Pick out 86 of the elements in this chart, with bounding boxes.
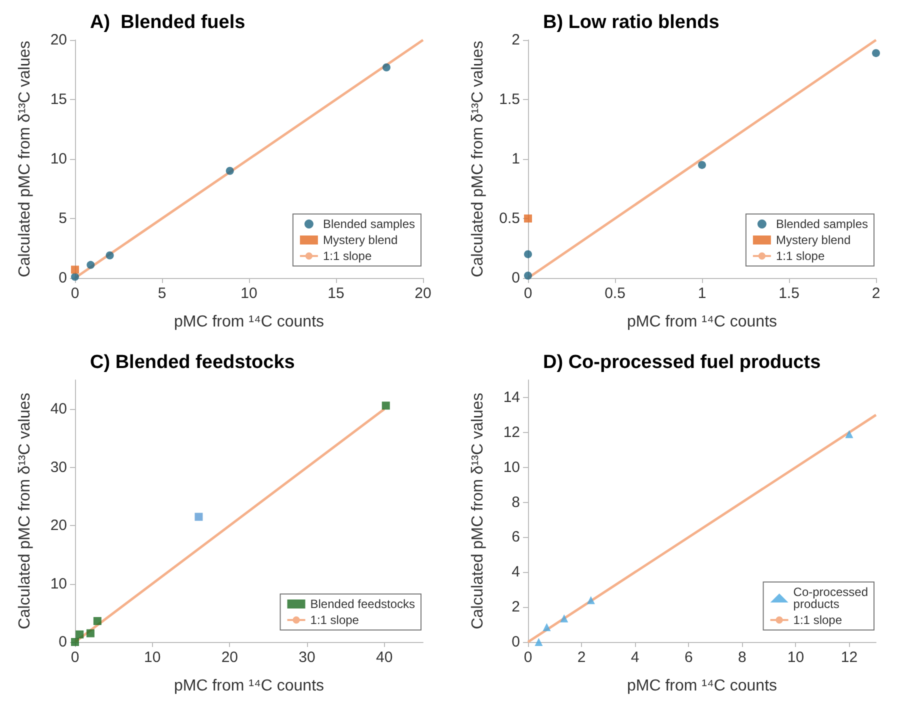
chart-title: A) Blended fuels (90, 12, 246, 33)
y-tick-label: 40 (50, 400, 67, 418)
legend-label: 1:1 slope (310, 613, 360, 627)
legend-label: 1:1 slope (793, 613, 842, 627)
legend-label: Blended samples (322, 217, 416, 231)
x-axis-title: pMC from ¹⁴C counts (626, 678, 778, 694)
y-tick-label: 5 (58, 210, 67, 227)
x-tick-label: 40 (376, 649, 393, 666)
legend-label: Co-processed products (793, 585, 868, 611)
legend-label: Mystery blend (322, 233, 398, 247)
x-tick-label: 2 (577, 649, 586, 666)
x-tick-label: 0.5 (604, 285, 626, 302)
y-axis-title: Calculated pMC from δ¹³C values (470, 40, 486, 278)
point (845, 430, 854, 438)
point (86, 260, 95, 269)
point (698, 160, 706, 169)
point (524, 250, 532, 258)
point (872, 49, 880, 58)
y-tick-label: 0 (58, 634, 67, 650)
x-tick-label: 20 (221, 649, 238, 666)
point (71, 266, 79, 274)
x-tick-label: 10 (144, 649, 161, 666)
x-tick-label: 5 (158, 285, 166, 302)
x-tick-label: 0 (70, 285, 80, 302)
y-tick-label: 1.5 (499, 91, 520, 108)
legend-label: Blended samples (776, 217, 868, 231)
y-tick-label: 8 (512, 494, 520, 511)
point (534, 638, 543, 646)
legend-label: 1:1 slope (322, 249, 372, 263)
point (586, 596, 595, 604)
y-tick-label: 0 (58, 270, 67, 286)
x-tick-label: 20 (414, 285, 432, 302)
y-tick-label: 4 (512, 564, 520, 581)
point (86, 629, 94, 638)
x-tick-label: 0 (70, 649, 80, 666)
chart-title: D) Co-processed fuel products (543, 352, 821, 373)
chart-title: B) Low ratio blends (543, 12, 720, 33)
point (93, 617, 102, 626)
legend-label: Blended feedstocks (310, 597, 416, 611)
x-tick-label: 10 (240, 285, 258, 302)
point (382, 402, 390, 410)
y-axis-title: Calculated pMC from δ¹³C values (16, 392, 34, 630)
point (194, 512, 203, 521)
y-tick-label: 10 (50, 150, 67, 168)
y-tick-label: 20 (50, 32, 67, 48)
y-tick-label: 2 (512, 598, 520, 616)
x-tick-label: 6 (684, 649, 693, 666)
point (382, 63, 390, 72)
point (560, 614, 568, 622)
y-tick-label: 2 (512, 32, 520, 48)
x-tick-label: 8 (738, 649, 746, 666)
point (106, 251, 114, 260)
point (542, 623, 551, 632)
x-tick-label: 0 (524, 649, 532, 666)
legend-label: Mystery blend (776, 233, 851, 247)
x-tick-label: 2 (872, 285, 880, 302)
x-tick-label: 1 (698, 285, 706, 302)
point (524, 214, 532, 222)
y-tick-label: 1 (512, 150, 520, 168)
x-tick-label: 10 (787, 649, 804, 666)
y-tick-label: 0 (512, 270, 520, 286)
y-tick-label: 10 (50, 575, 67, 592)
y-tick-label: 30 (50, 458, 67, 476)
y-tick-label: 12 (503, 424, 520, 441)
x-tick-label: 12 (840, 649, 858, 666)
x-tick-label: 1.5 (778, 285, 800, 302)
x-axis-title: pMC from ¹⁴C counts (174, 314, 324, 330)
y-tick-label: 0 (512, 634, 520, 650)
y-axis-title: Calculated pMC from δ¹³C values (16, 40, 34, 278)
y-tick-label: 14 (503, 388, 520, 406)
x-tick-label: 4 (630, 649, 640, 666)
x-axis-title: pMC from ¹⁴C counts (626, 314, 778, 330)
y-tick-label: 20 (50, 517, 67, 534)
y-tick-label: 0.5 (499, 210, 520, 227)
legend-label: 1:1 slope (776, 249, 825, 263)
x-axis-title: pMC from ¹⁴C counts (174, 678, 324, 694)
x-tick-label: 30 (298, 649, 316, 666)
y-axis-title: Calculated pMC from δ¹³C values (470, 392, 486, 630)
y-tick-label: 10 (503, 458, 520, 476)
x-tick-label: 15 (328, 285, 344, 302)
y-tick-label: 6 (512, 528, 520, 546)
y-tick-label: 15 (50, 91, 67, 108)
chart-title: C) Blended feedstocks (90, 352, 295, 373)
x-tick-label: 0 (524, 285, 532, 302)
point (76, 630, 84, 638)
point (226, 166, 234, 175)
